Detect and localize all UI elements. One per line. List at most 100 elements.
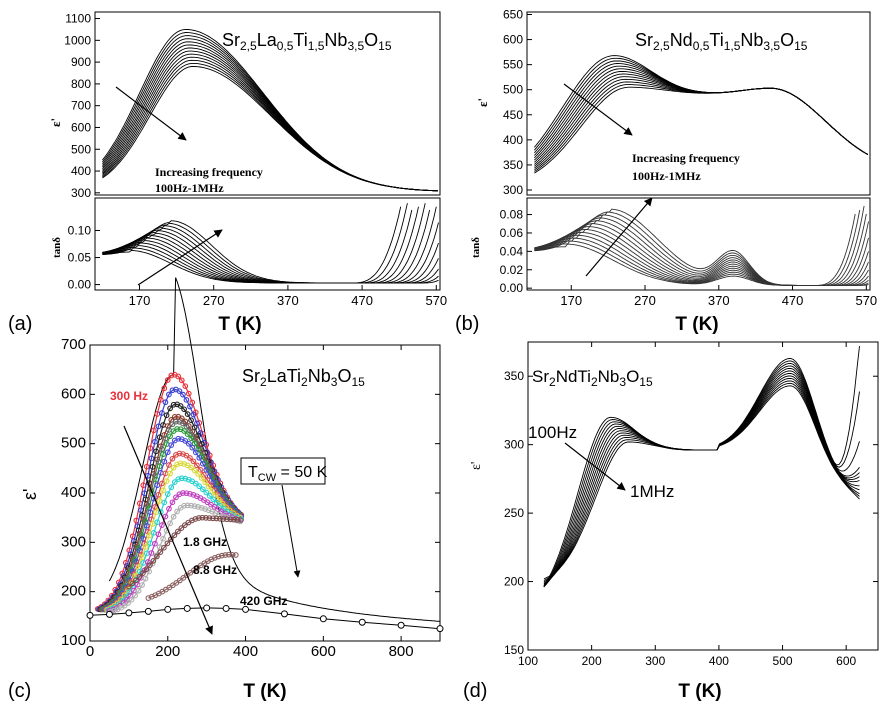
panel-c-point [147,562,153,568]
panel-a-tan-curve [102,242,439,284]
panel-a-tan-curve [102,250,439,284]
panel-c-point [183,490,190,497]
panel-c-point [192,449,199,456]
panel-c-point [133,577,139,584]
panel-c-series-line [104,438,242,611]
panel-b-top-ytick-label: 500 [503,83,523,97]
panel-c-point [185,390,192,397]
panel-c-point [147,445,154,452]
panel-c-xtick-label: 400 [233,643,258,660]
panel-b-top-ytick-label: 450 [503,108,523,122]
panel-c-point [174,426,180,432]
panel-c-xlabel: T (K) [243,681,286,702]
panel-c-series-line [110,504,241,613]
panel-c-point [182,475,189,482]
panel-c-point [203,467,210,473]
panel-d-arrow [564,442,626,491]
panel-c-point [169,421,176,428]
panel-a-tan-curve [102,206,402,284]
panel-c-point [180,490,186,496]
panel-c-point [182,383,189,390]
panel-c-420ghz-point [242,605,250,613]
panel-c-point [191,424,198,431]
panel-c-ytick-label: 200 [61,583,86,600]
panel-a-bottom-ytick-label: 0.00 [68,278,92,292]
panel-a-tan-curve [102,203,408,284]
panel-c-point [161,499,168,506]
panel-c-point [175,435,182,442]
panel-c-point [182,438,189,444]
panel-c-ytick-label: 500 [61,435,86,452]
panel-c-point [149,521,156,527]
panel-c-point [192,480,199,487]
panel-c-point [142,543,149,550]
panel-b-title: Sr2,5Nd0,5Ti1,5Nb3,5O15 [635,30,808,53]
panel-c-point [154,519,161,526]
panel-c-point [192,516,199,522]
panel-c-point [166,391,172,398]
panel-c-point [184,411,191,417]
panel-c-point [169,387,176,394]
panel-c-point [196,515,202,521]
panel-a-xtick-label: 470 [351,293,373,308]
panel-c-420ghz-point [125,609,133,617]
panel-d-ytick-label: 350 [504,369,524,383]
panel-d-xtick-label: 400 [709,654,729,668]
panel-b-xtick-label: 370 [708,293,730,308]
panel-a-top-ytick-label: 700 [71,99,91,113]
panel-c-point [152,438,158,445]
panel-c-420ghz-point [86,611,94,619]
panel-c-point [161,458,168,465]
panel-b-bottom-ytick-label: 0.02 [500,263,524,277]
panel-a-annotation-2: 100Hz-1MHz [155,181,224,195]
panel-c-point [188,417,194,424]
panel-b-xtick-label: 170 [560,293,582,308]
panel-b-top-ytick-label: 650 [503,8,523,22]
panel-a-chart: 300 400 500 600 700 800 900 1000 1100 0.00 0.05 0.… [48,11,447,335]
panel-c-point [174,461,180,468]
panel-c-point [170,464,177,471]
panel-c-point [181,502,187,509]
panel-c-point [139,582,145,588]
panel-c-point [218,552,225,559]
panel-c-point [238,517,244,523]
panel-c-point [163,478,170,484]
panel-c-point [148,455,155,462]
panel-a-tan-curve [102,203,426,284]
panel-c-point [157,549,164,555]
panel-c-420ghz-point [105,610,113,618]
panel-c-point [229,551,236,558]
panel-c-chart: 100 200 300 400 500 600 700 0 200 400 600 800 Sr2La… [20,277,444,702]
panel-b-chart: 300 350 400 450 500 550 600 650 0.00 0.02 0.04 0.0… [470,8,877,335]
panel-a-tan-curve [102,240,439,284]
panel-c-420ghz-point [319,615,327,623]
panel-c-point [160,487,166,494]
panel-c-series [126,514,244,590]
panel-a-top-ytick-label: 800 [71,77,91,91]
panel-c-point [143,566,150,573]
panel-c-point [183,423,190,430]
panel-c-point [154,482,161,489]
panel-d-annotation-100hz: 100Hz [528,423,577,442]
panel-c-point [161,385,168,392]
panel-c-xtick-label: 0 [86,643,94,660]
panel-c-point [203,515,209,521]
panel-b-xtick-label: 270 [634,293,656,308]
panel-c-point [135,587,142,594]
panel-c-point [171,532,178,539]
panel-c-point [191,467,198,474]
panel-a-ylabel-top: ε' [48,118,63,127]
panel-c-point [205,507,212,514]
panel-c-point [168,442,175,448]
panel-c-point [181,406,187,413]
panel-b-annotation-2: 100Hz-1MHz [632,169,701,183]
panel-c-point [183,396,190,403]
panel-b-xtick-label: 470 [782,293,804,308]
panel-c-point [213,515,220,522]
panel-b-arrow-bottom [585,197,653,277]
panel-c-point [178,475,185,482]
panel-c-xtick-label: 600 [311,643,336,660]
panel-c-point [164,540,171,547]
panel-b-top-ytick-label: 550 [503,58,523,72]
panel-a-tan-curve [102,209,431,284]
